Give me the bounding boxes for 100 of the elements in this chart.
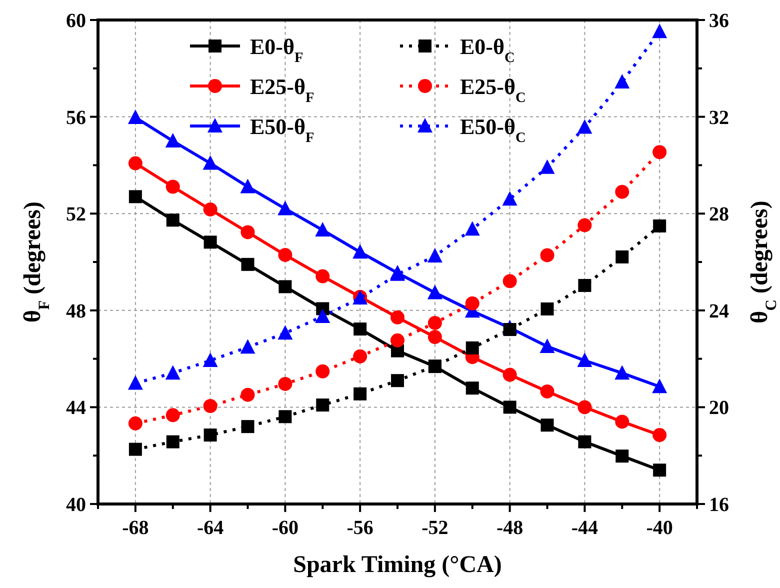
point — [315, 308, 330, 323]
point — [240, 388, 255, 402]
point — [428, 330, 442, 344]
legend-label: E25-θ$_{F}$ — [250, 74, 314, 106]
legend-label: E0-θ$_{C}$ — [460, 34, 515, 66]
point — [240, 339, 256, 354]
point — [652, 24, 668, 38]
point — [652, 145, 667, 160]
point — [540, 159, 555, 174]
point — [653, 219, 666, 232]
point — [240, 225, 255, 240]
point — [241, 420, 254, 434]
point — [578, 278, 592, 292]
point — [166, 408, 180, 422]
point — [540, 384, 554, 398]
point — [540, 302, 554, 316]
point — [615, 414, 630, 429]
point — [166, 214, 180, 227]
x-axis-title: Spark Timing (°CA) — [293, 552, 502, 578]
x-tick-label: -60 — [272, 517, 299, 539]
point — [540, 338, 555, 353]
point — [614, 74, 630, 88]
point — [202, 352, 218, 367]
point — [202, 155, 218, 170]
y-tick-label: 48 — [66, 300, 86, 322]
point — [316, 364, 330, 378]
point — [390, 333, 404, 348]
legend-label: E50-θ$_{F}$ — [250, 114, 314, 146]
point — [616, 250, 629, 264]
point — [316, 398, 330, 412]
point — [578, 218, 592, 232]
point — [204, 236, 217, 249]
point — [203, 202, 218, 216]
legend-label: E25-θ$_{C}$ — [460, 74, 526, 106]
point — [128, 156, 142, 170]
point — [203, 398, 218, 413]
point — [278, 325, 293, 340]
point — [614, 365, 630, 380]
point — [540, 248, 554, 262]
point — [577, 119, 592, 134]
point — [166, 180, 180, 194]
point — [427, 284, 442, 300]
point — [502, 274, 517, 288]
point — [204, 428, 217, 442]
point — [128, 375, 143, 390]
y2-tick-label: 28 — [709, 204, 729, 226]
point — [464, 221, 480, 236]
point — [577, 352, 592, 367]
point — [503, 323, 516, 336]
legend-label: E50-θ$_{C}$ — [460, 114, 526, 146]
point — [353, 349, 368, 364]
point — [278, 376, 292, 391]
y-tick-label: 56 — [66, 106, 86, 129]
x-tick-label: -56 — [346, 517, 374, 539]
x-tick-label: -48 — [496, 517, 524, 539]
point — [390, 310, 404, 324]
point — [128, 190, 142, 204]
point — [428, 316, 442, 330]
point — [166, 435, 180, 448]
y-tick-label: 52 — [66, 204, 86, 226]
point — [240, 178, 256, 194]
point — [278, 200, 293, 216]
point — [465, 296, 480, 310]
point — [652, 428, 667, 442]
y2-tick-label: 16 — [709, 494, 729, 516]
y2-tick-label: 24 — [709, 300, 729, 322]
point — [352, 244, 368, 259]
legend-label: E0-θ$_{F}$ — [250, 34, 304, 66]
point — [466, 382, 479, 395]
x-tick-label: -44 — [571, 517, 598, 539]
point — [354, 387, 367, 400]
point — [540, 418, 554, 432]
x-tick-label: -68 — [122, 517, 149, 539]
point — [502, 191, 518, 206]
point — [653, 464, 666, 477]
point — [652, 378, 668, 394]
point — [466, 341, 479, 354]
y2-tick-label: 32 — [709, 106, 729, 129]
y2-tick-label: 36 — [709, 10, 729, 32]
point — [128, 416, 142, 430]
y-tick-label: 60 — [66, 10, 86, 32]
x-tick-label: -64 — [196, 517, 224, 539]
y2-tick-label: 20 — [709, 397, 729, 420]
point — [315, 222, 330, 237]
y-tick-label: 40 — [66, 494, 86, 516]
point — [503, 400, 516, 414]
point — [128, 110, 143, 124]
point — [502, 368, 517, 382]
point — [616, 450, 629, 463]
point — [165, 365, 180, 380]
point — [241, 258, 254, 271]
y-tick-label: 44 — [66, 397, 86, 420]
point — [427, 248, 442, 262]
point — [354, 322, 367, 336]
point — [128, 442, 142, 456]
point — [578, 435, 592, 448]
point — [316, 269, 330, 284]
x-tick-label: -40 — [646, 517, 673, 539]
point — [615, 184, 630, 199]
point — [278, 248, 292, 262]
